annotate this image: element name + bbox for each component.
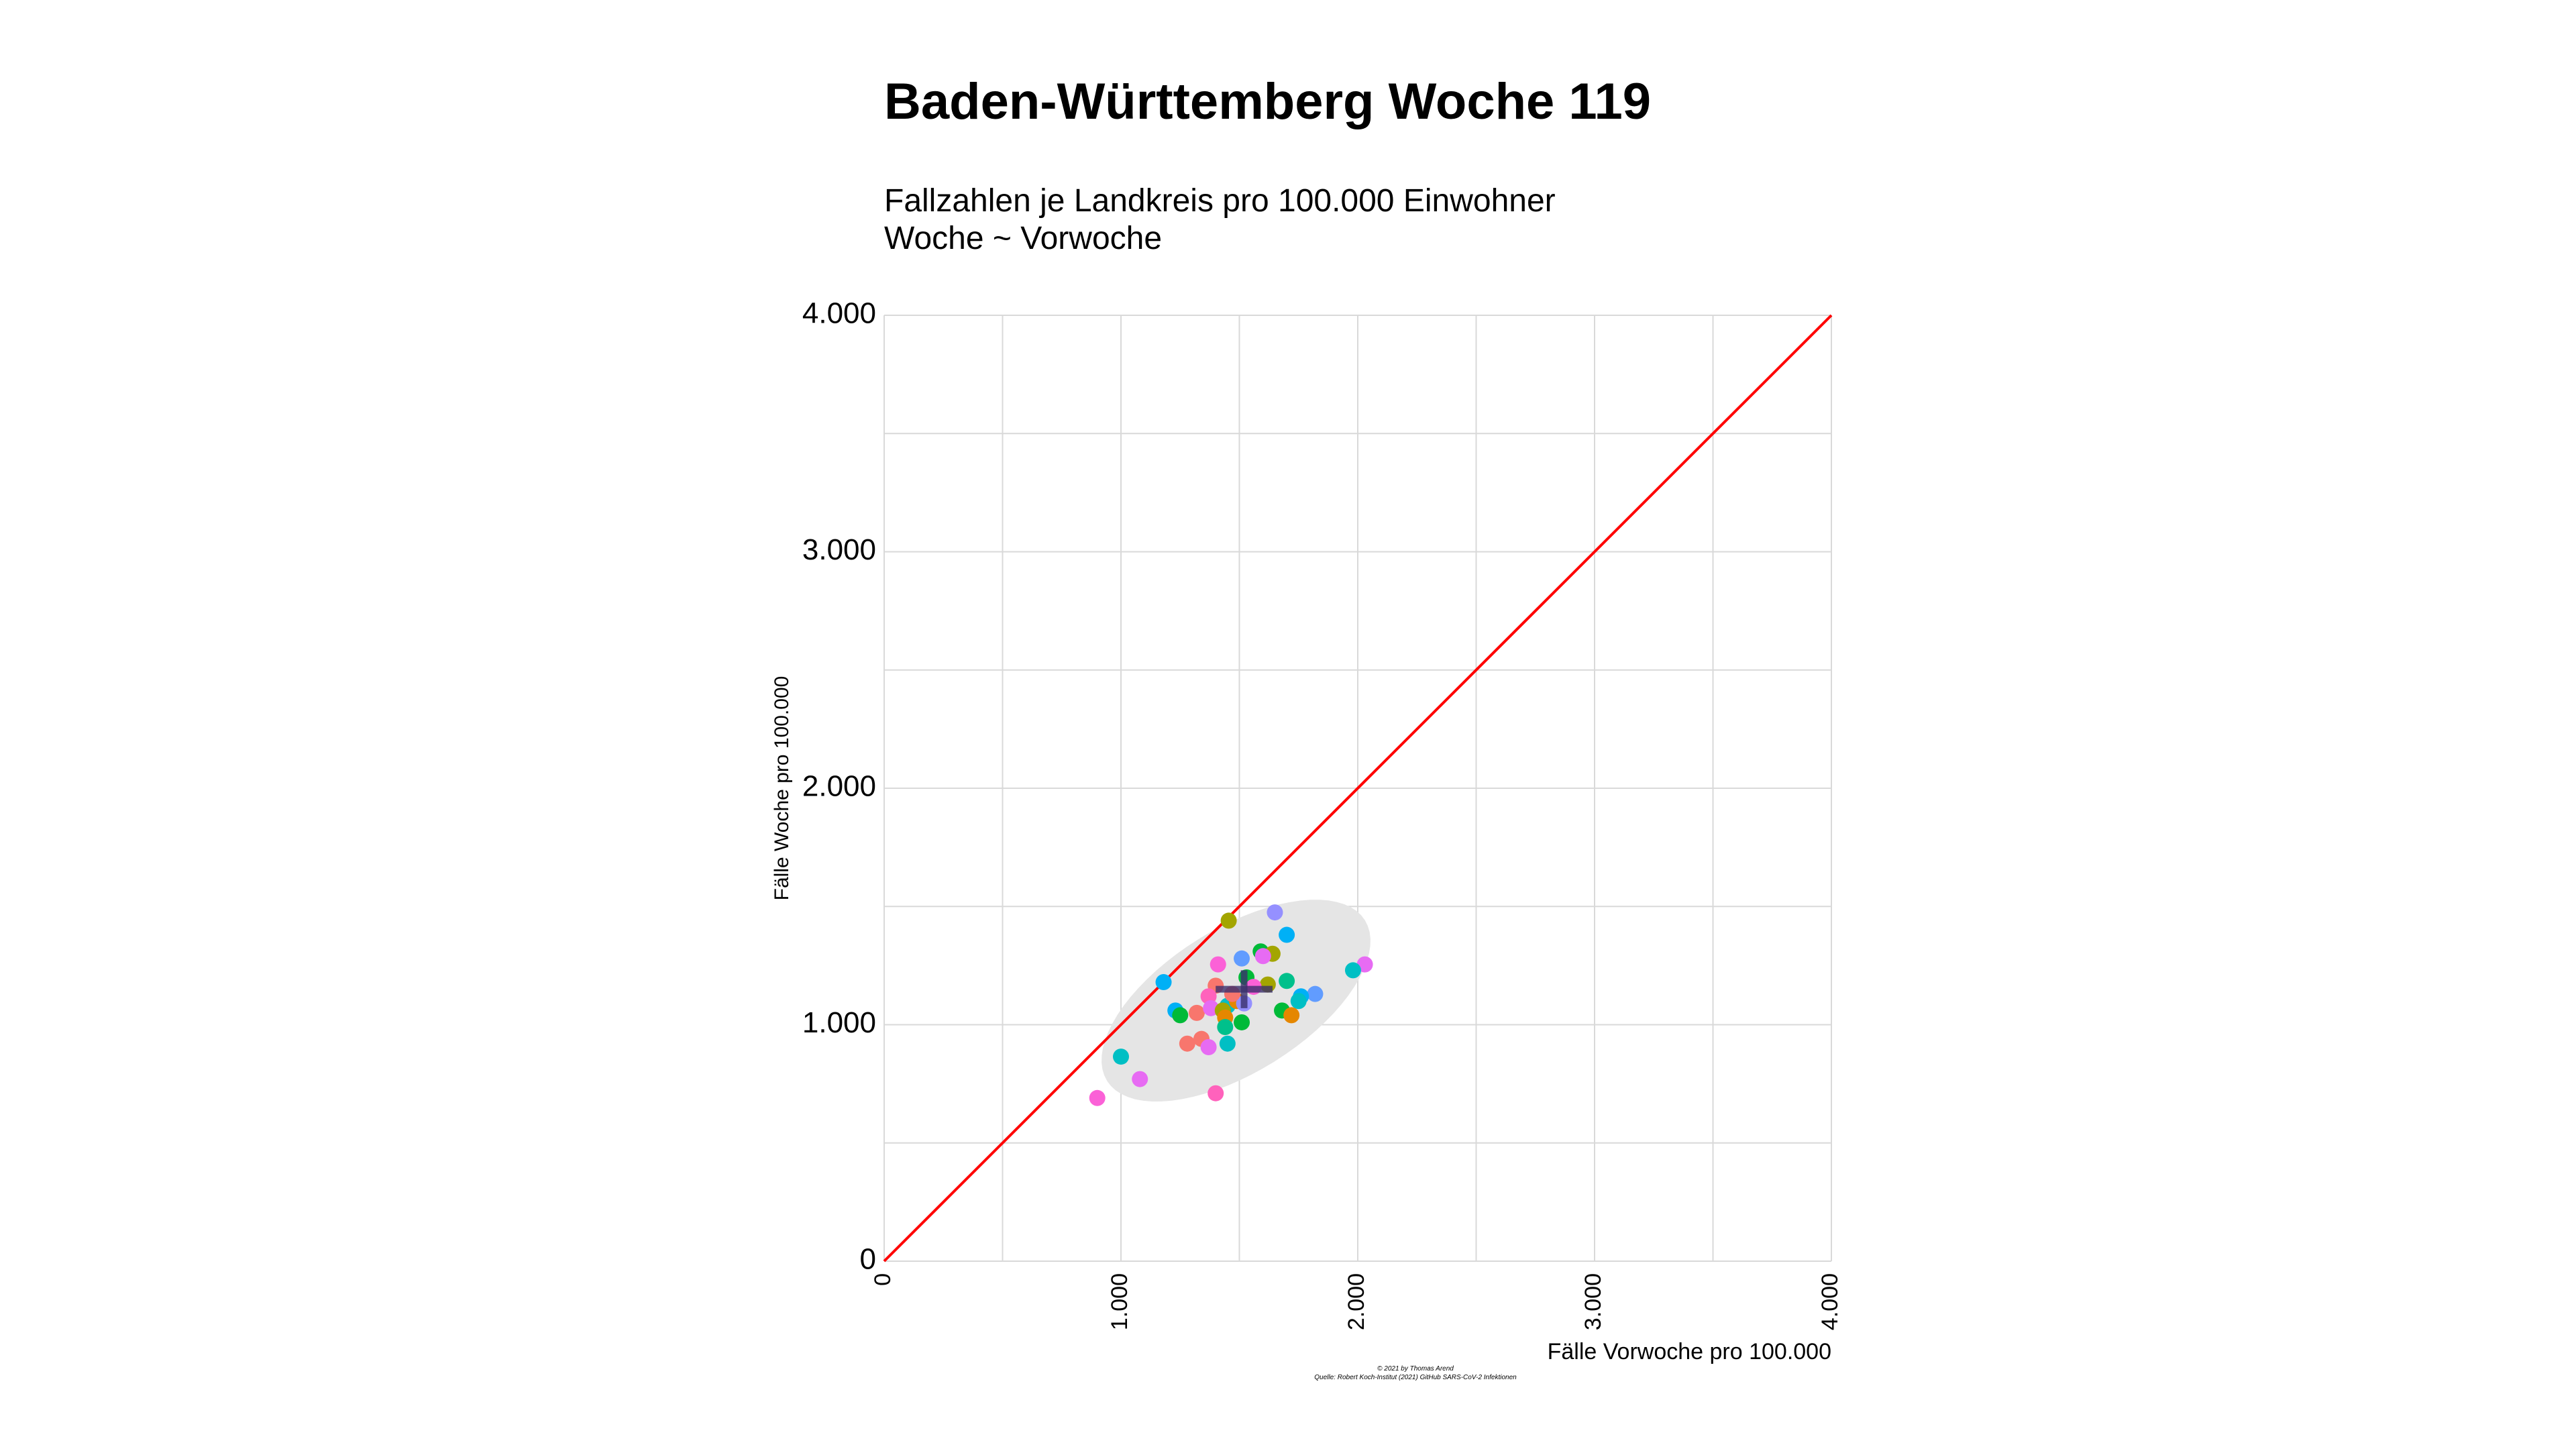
x-tick-label: 4.000	[1817, 1273, 1843, 1330]
data-point	[1234, 1014, 1250, 1030]
data-point	[1344, 962, 1361, 979]
data-point	[1254, 948, 1271, 965]
data-point	[1290, 993, 1307, 1010]
data-point	[1219, 1035, 1236, 1052]
y-tick-label: 0	[860, 1243, 876, 1276]
data-point	[1210, 956, 1226, 973]
y-tick-label: 1.000	[802, 1006, 876, 1039]
data-point	[1279, 973, 1295, 989]
caption-line-2: Quelle: Robert Koch-Institut (2021) GitH…	[1314, 1374, 1517, 1381]
caption: © 2021 by Thomas Arend Quelle: Robert Ko…	[1181, 1364, 1650, 1382]
data-point	[1220, 912, 1237, 929]
data-point	[1188, 1004, 1205, 1021]
chart-subtitle: Fallzahlen je Landkreis pro 100.000 Einw…	[884, 182, 1556, 258]
data-point	[1283, 1007, 1300, 1024]
x-tick-label: 3.000	[1580, 1273, 1606, 1330]
data-point	[1267, 904, 1283, 921]
x-tick-label: 2.000	[1344, 1273, 1369, 1330]
data-point	[1155, 974, 1172, 991]
reference-line-layer	[883, 314, 1833, 1263]
data-point	[1234, 950, 1250, 967]
mean-cross-layer	[1216, 970, 1273, 1008]
axis-tick-labels: 0 1.000 2.000 3.000 4.000 0 1.000 2.000 3.000 4.0…	[802, 297, 1843, 1330]
data-point	[1307, 985, 1324, 1002]
data-point	[1132, 1071, 1148, 1087]
y-tick-label: 4.000	[802, 297, 876, 330]
y-tick-label: 3.000	[802, 533, 876, 566]
data-point	[1200, 1038, 1217, 1055]
x-tick-label: 0	[870, 1273, 896, 1286]
data-point	[1217, 1019, 1234, 1036]
subtitle-line-2: Woche ~ Vorwoche	[884, 221, 1163, 256]
data-point	[1089, 1089, 1106, 1106]
data-point	[1113, 1049, 1129, 1065]
chart-title: Baden-Württemberg Woche 119	[884, 73, 1652, 130]
x-axis-label: Fälle Vorwoche pro 100.000	[1548, 1339, 1831, 1364]
y-axis-label: Fälle Woche pro 100.000	[771, 676, 793, 901]
data-point	[1172, 1007, 1189, 1024]
y-tick-label: 2.000	[802, 770, 876, 803]
data-point	[1208, 1085, 1224, 1102]
caption-line-1: © 2021 by Thomas Arend	[1377, 1365, 1454, 1373]
reference-line-diagonal	[883, 314, 1833, 1263]
data-point	[1279, 926, 1295, 943]
subtitle-line-1: Fallzahlen je Landkreis pro 100.000 Einw…	[884, 183, 1556, 219]
data-point	[1179, 1035, 1195, 1052]
x-tick-label: 1.000	[1107, 1273, 1132, 1330]
